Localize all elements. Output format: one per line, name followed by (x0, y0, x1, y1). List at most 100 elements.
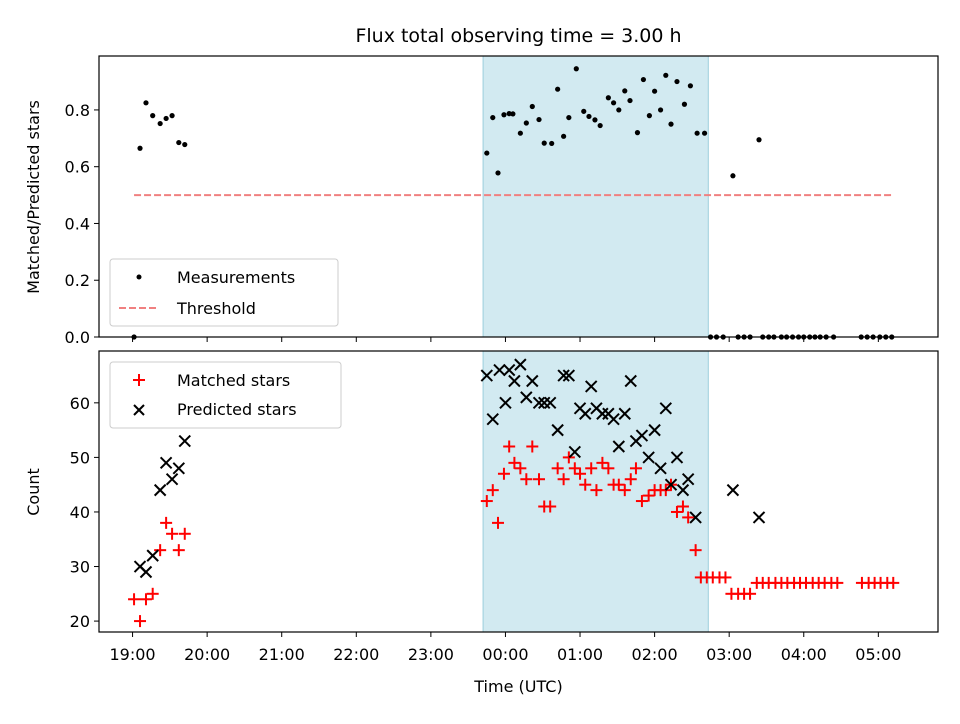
measurement-point (573, 66, 579, 72)
measurement-point (592, 117, 598, 123)
predicted-star-point-b (624, 374, 637, 388)
measurement-point (517, 130, 523, 136)
predicted-star-point (486, 412, 499, 426)
matched-star-point (590, 484, 603, 497)
predicted-star-point-b (642, 451, 655, 464)
predicted-star-point-b (159, 456, 173, 470)
matched-star-point (602, 462, 615, 475)
predicted-star-point-b (133, 560, 147, 573)
predicted-star-point-b (499, 396, 512, 410)
bottom-y-tick-label: 40 (70, 503, 90, 522)
measurement-point (157, 120, 163, 127)
predicted-star-point-b (726, 483, 740, 497)
predicted-star-point (508, 374, 521, 388)
predicted-star-point (551, 423, 564, 437)
predicted-star-point (642, 451, 655, 464)
predicted-star-point-b (557, 369, 570, 382)
matched-star-point (585, 462, 598, 475)
bottom-axes: 20 30 40 50 60 19:00 20:00 21:00 22:00 23:00 00:00… (70, 350, 939, 664)
predicted-star-point (624, 374, 637, 388)
predicted-star-point-b (562, 369, 576, 382)
predicted-star-point (165, 473, 179, 486)
measurement-point (730, 173, 736, 179)
top-y-tick-label: 0.6 (65, 158, 90, 177)
measurement-point (597, 122, 603, 129)
matched-star-point (557, 473, 570, 486)
predicted-star-point (178, 434, 191, 448)
legend-measurements-marker (136, 274, 142, 280)
predicted-star-point-b (681, 473, 695, 486)
measurement-point (652, 88, 658, 94)
matched-star-point (134, 615, 147, 628)
predicted-star-point (557, 369, 570, 382)
predicted-star-point (681, 473, 695, 486)
predicted-star-point-b (676, 483, 690, 497)
predicted-star-point (568, 445, 582, 459)
matched-star-point (642, 489, 655, 502)
predicted-star-point-b (664, 478, 678, 491)
measurement-point (663, 72, 669, 78)
matched-star-point (596, 456, 609, 469)
matched-star-point (744, 587, 757, 600)
matched-star-point (887, 576, 900, 589)
measurement-point (549, 140, 555, 147)
legend-measurements-label: Measurements (177, 268, 295, 287)
bottom-y-tick-label: 60 (70, 394, 90, 413)
bottom-x-tick-label: 20:00 (184, 645, 230, 664)
predicted-star-point-b (612, 440, 626, 453)
matched-star-point (480, 495, 493, 508)
predicted-star-point-b (514, 358, 527, 371)
measurement-point (634, 130, 641, 136)
matched-star-point (629, 462, 642, 475)
predicted-star-point-b (659, 402, 672, 415)
top-axes: 0.0 0.2 0.4 0.6 0.8 (65, 55, 939, 347)
bottom-x-tick-label: 19:00 (110, 645, 156, 664)
measurement-point (163, 115, 169, 122)
predicted-star-point (654, 462, 667, 475)
predicted-star-point (543, 396, 557, 410)
predicted-star-point-b (532, 396, 546, 410)
predicted-star-point-b (493, 363, 506, 377)
measurement-point (541, 140, 547, 146)
predicted-star-point (499, 396, 512, 410)
matched-star-point (544, 500, 557, 513)
predicted-star-point-b (670, 451, 684, 464)
measurement-point (566, 114, 572, 121)
measurement-point (701, 130, 708, 136)
top-y-tick-label: 0.2 (65, 271, 90, 290)
predicted-star-point-b (480, 369, 494, 382)
predicted-star-point-b (654, 462, 667, 475)
predicted-star-point-b (689, 511, 702, 524)
matched-star-point (689, 544, 702, 557)
matched-star-point (635, 495, 648, 508)
measurement-point (756, 137, 762, 143)
measurement-point (674, 78, 680, 85)
measurement-point (523, 120, 529, 126)
predicted-star-point (526, 374, 539, 388)
predicted-star-point (480, 369, 494, 382)
predicted-star-point (514, 358, 527, 371)
bottom-x-tick-label: 05:00 (855, 645, 901, 664)
bottom-y-tick-label: 30 (70, 558, 90, 577)
predicted-star-point-b (618, 407, 631, 420)
predicted-star-point-b (508, 374, 521, 388)
predicted-star-point-b (526, 374, 539, 388)
predicted-star-point (612, 440, 626, 453)
measurement-point (640, 76, 647, 83)
bottom-x-tick-label: 00:00 (482, 645, 528, 664)
bottom-y-tick-label: 50 (70, 448, 90, 467)
measurement-point (495, 170, 501, 176)
predicted-star-point-b (139, 565, 153, 579)
bottom-legend-box (109, 361, 342, 429)
predicted-star-point (635, 429, 649, 442)
bottom-plot-frame (98, 350, 939, 633)
predicted-star-point (648, 423, 661, 437)
predicted-star-point-b (648, 423, 661, 437)
matched-star-point (503, 440, 516, 453)
measurement-point (137, 145, 143, 151)
predicted-star-point (618, 407, 631, 420)
matched-star-point (551, 462, 564, 475)
bottom-panel: 20 30 40 50 60 19:00 20:00 21:00 22:00 23:00 00:00… (70, 350, 939, 664)
measurement-point (657, 107, 664, 113)
